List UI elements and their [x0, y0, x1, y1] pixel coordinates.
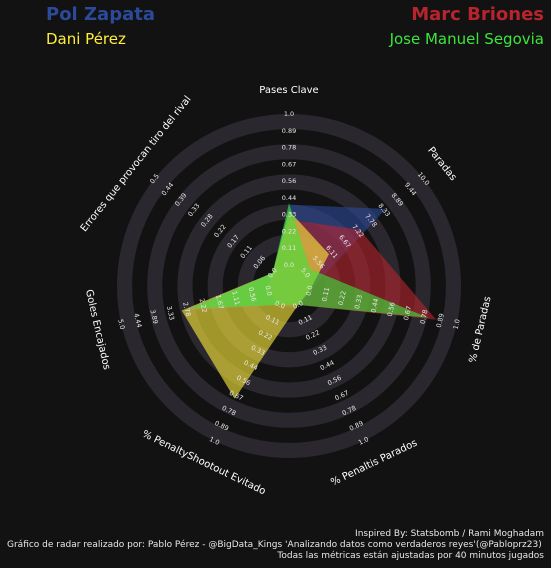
tick-label: 0.67: [402, 305, 413, 321]
tick-label: 3.89: [148, 309, 159, 325]
tick-label: 2.22: [198, 298, 209, 314]
axis-label: Paradas: [425, 145, 458, 183]
player-name-jose-manuel-segovia: Jose Manuel Segovia: [389, 30, 544, 48]
tick-label: 0.56: [247, 286, 258, 302]
tick-label: 1.11: [230, 290, 241, 306]
tick-label: 0.44: [319, 359, 336, 372]
axis-label: Pases Clave: [259, 85, 318, 96]
footer-credit: Gráfico de radar realizado por: Pablo Pé…: [7, 540, 542, 550]
tick-label: 0.22: [337, 290, 348, 306]
tick-label: 1.0: [357, 435, 370, 447]
tick-label: 0.67: [282, 160, 296, 168]
tick-label: 0.56: [282, 177, 296, 185]
tick-label: 3.33: [165, 305, 176, 321]
tick-label: 4.44: [132, 313, 143, 329]
tick-label: 0.0: [263, 285, 273, 297]
tick-label: 0.0: [274, 299, 287, 311]
tick-label: 0.11: [282, 244, 296, 252]
tick-label: 0.33: [282, 211, 296, 219]
tick-label: 0.33: [353, 294, 364, 310]
series-polygon-3: [192, 203, 429, 318]
tick-label: 0.44: [282, 194, 296, 202]
player-name-marc-briones: Marc Briones: [411, 4, 544, 25]
player-name-dani-perez: Dani Pérez: [46, 30, 126, 48]
tick-label: 1.0: [452, 318, 462, 330]
tick-label: 0.89: [282, 127, 296, 135]
tick-label: 0.56: [386, 301, 397, 317]
tick-label: 0.11: [320, 286, 331, 302]
axis-label: % de Paradas: [468, 295, 494, 364]
tick-label: 0.0: [304, 285, 314, 297]
tick-label: 1.67: [214, 294, 225, 310]
tick-label: 1.0: [208, 435, 221, 447]
radar-ring: [117, 114, 461, 458]
radar-ring: [147, 144, 431, 428]
tick-label: 0.0: [292, 299, 305, 311]
player-name-pol-zapata: Pol Zapata: [46, 4, 155, 25]
tick-label: 1.0: [284, 110, 294, 118]
tick-label: 5.0: [116, 318, 126, 330]
tick-label: 0.0: [284, 261, 294, 269]
tick-label: 2.78: [181, 301, 192, 317]
tick-label: 0.78: [282, 144, 296, 152]
tick-label: 0.22: [282, 227, 296, 235]
tick-label: 0.44: [369, 298, 380, 314]
footer-inspired: Inspired By: Statsbomb / Rami Moghadam: [355, 529, 544, 539]
axis-label: Goles Encajados: [83, 288, 112, 370]
tick-label: 0.78: [418, 309, 429, 325]
footer-note: Todas las métricas están ajustadas por 4…: [277, 551, 544, 561]
tick-label: 0.89: [435, 313, 446, 329]
